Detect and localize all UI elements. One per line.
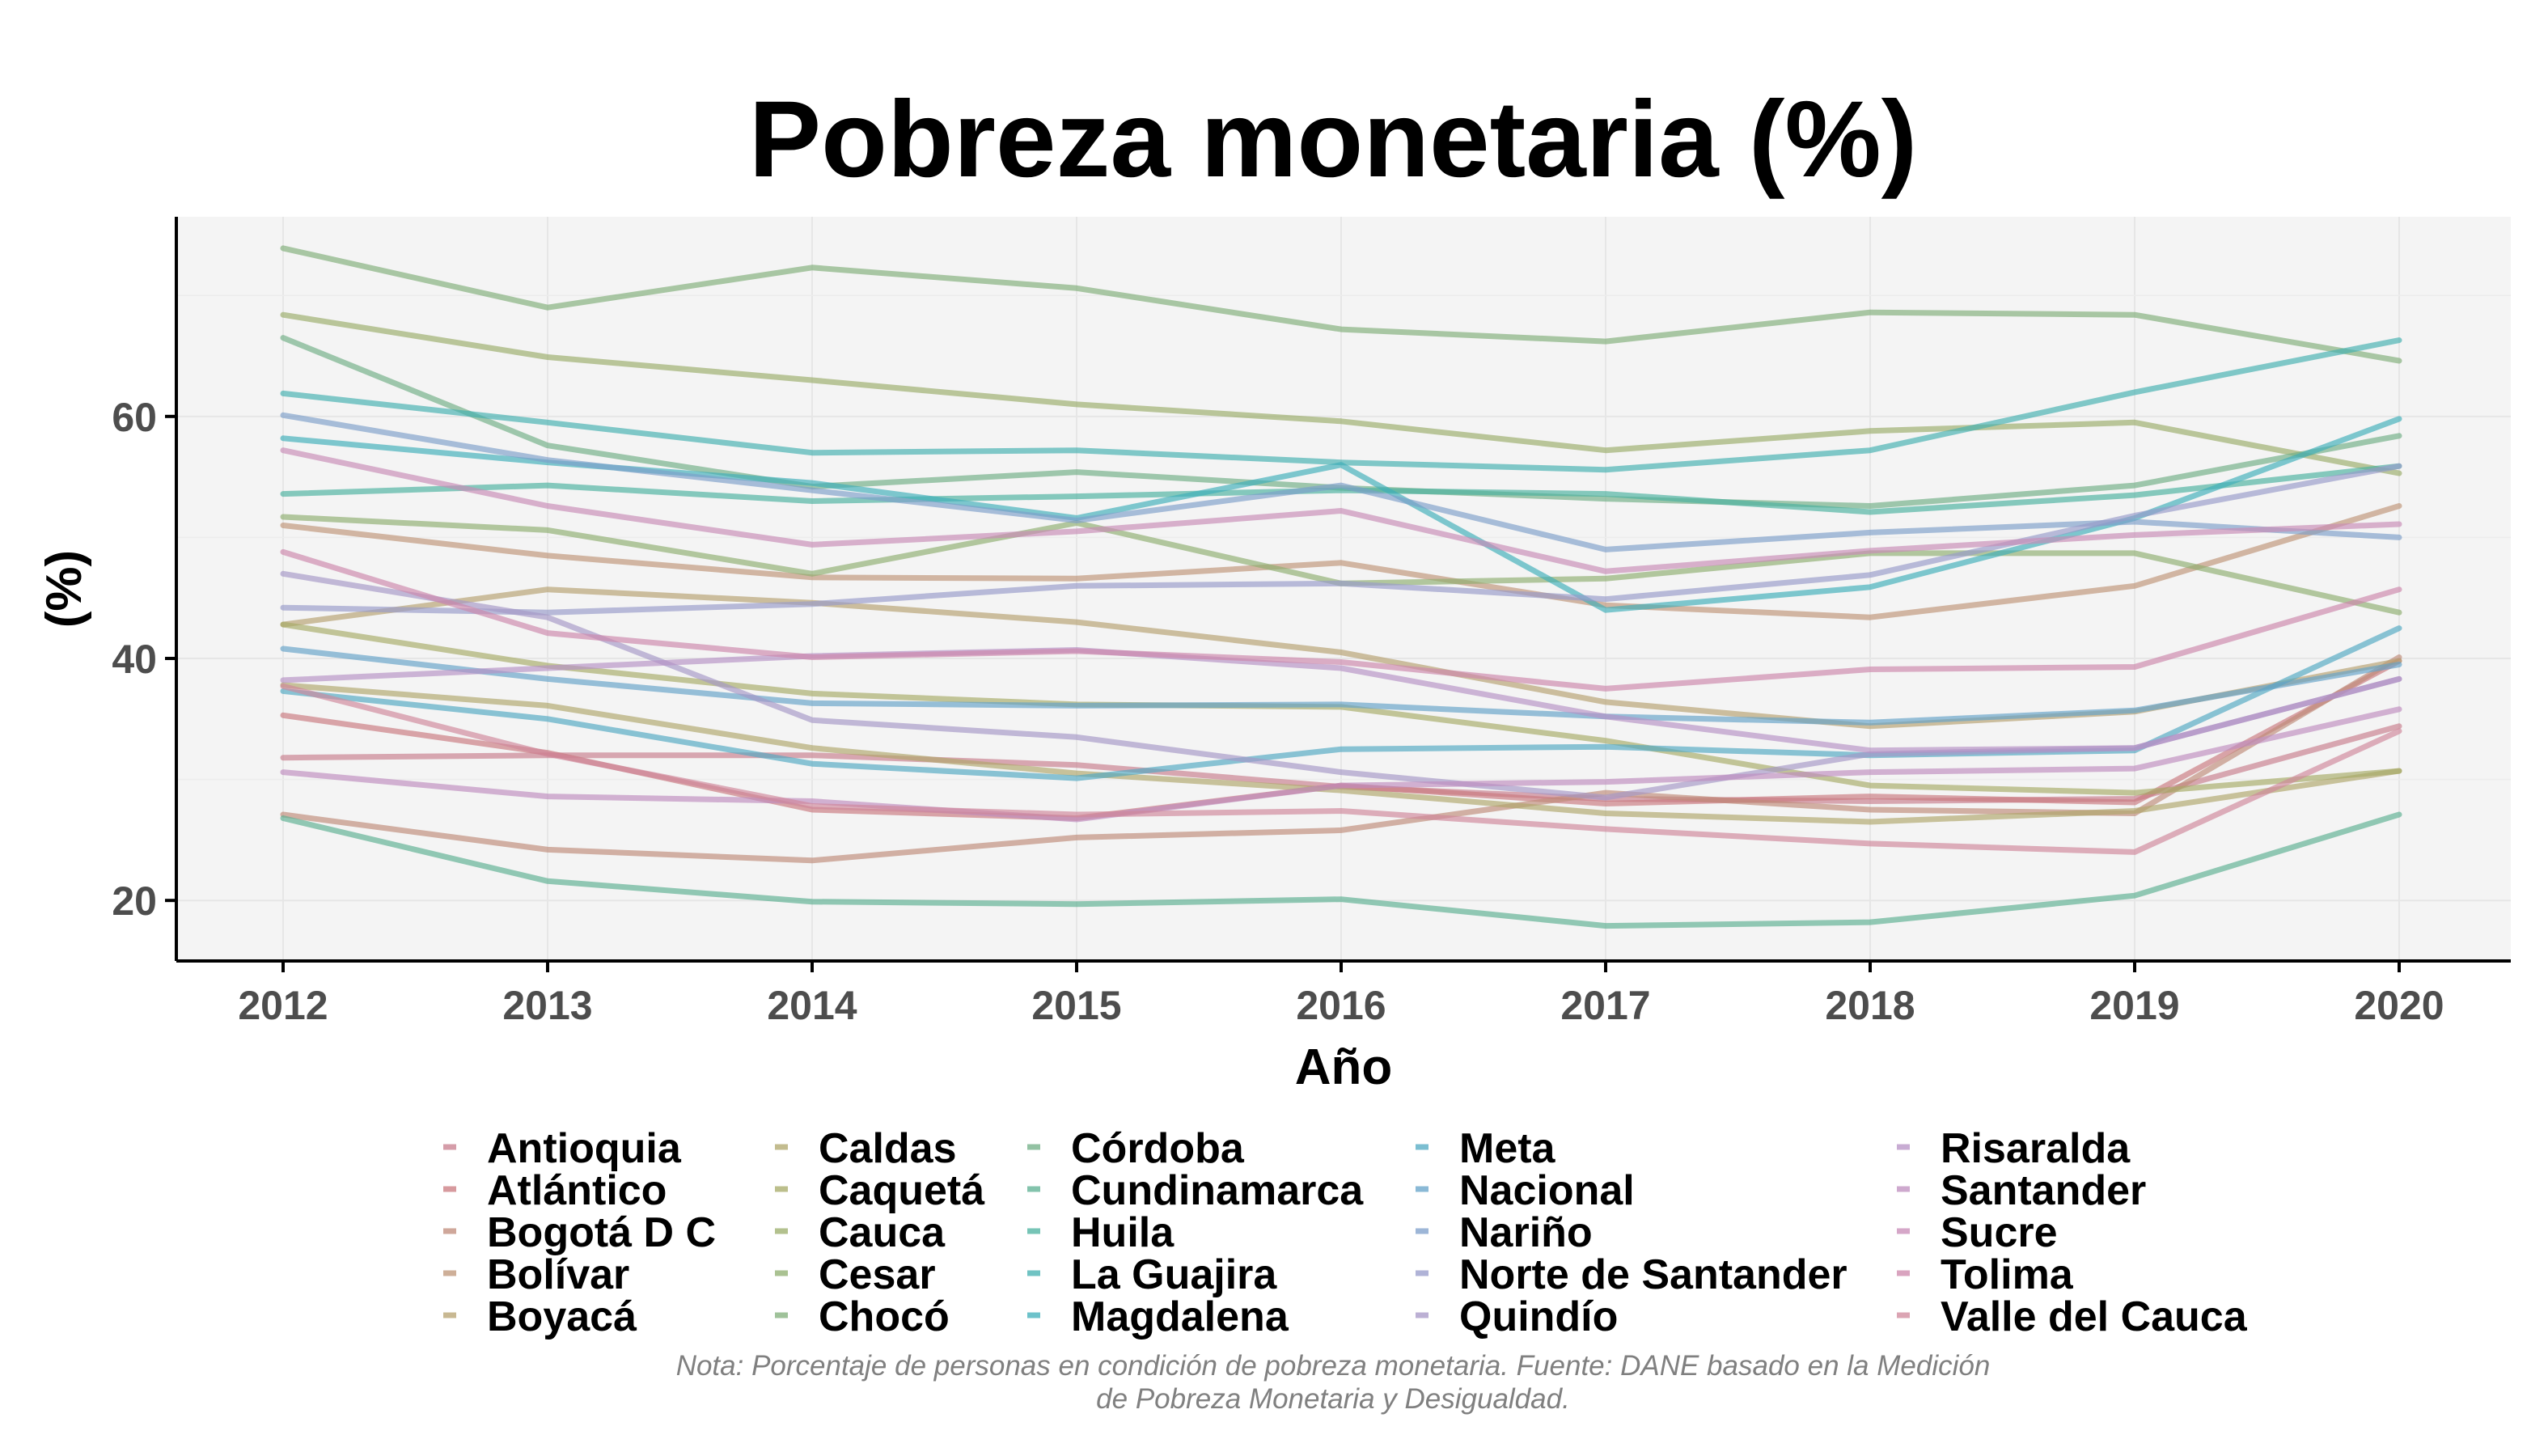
series-line-huila [280, 463, 2402, 515]
footnote-line-1: Nota: Porcentaje de personas en condició… [676, 1350, 1991, 1382]
axis-ticks: 2012 2013 2014 2015 2016 2017 2018 2019 20202040… [112, 395, 2444, 1028]
y-tick-label: 40 [112, 637, 157, 682]
footnote-line-2: de Pobreza Monetaria y Desigualdad. [1096, 1383, 1570, 1415]
series-line-valle-del-cauca [280, 683, 2402, 855]
legend-label-narino: Nariño [1459, 1209, 1593, 1256]
legend-label-nacional: Nacional [1459, 1167, 1635, 1214]
legend-label-caldas: Caldas [819, 1125, 957, 1172]
legend-label-huila: Huila [1071, 1209, 1175, 1256]
legend-label-antioquia: Antioquia [487, 1125, 682, 1172]
series-line-cauca [280, 311, 2402, 476]
legend-label-caqueta: Caquetá [819, 1167, 985, 1214]
x-tick-label: 2018 [1825, 983, 1915, 1028]
legend-label-sucre: Sucre [1941, 1209, 2058, 1256]
x-tick-label: 2019 [2089, 983, 2179, 1028]
legend-label-cundinamarca: Cundinamarca [1071, 1167, 1364, 1214]
legend-label-magdalena: Magdalena [1071, 1293, 1289, 1340]
legend-label-risaralda: Risaralda [1941, 1125, 2131, 1172]
legend-label-bogota-d-c: Bogotá D C [487, 1209, 716, 1256]
x-tick-label: 2015 [1031, 983, 1121, 1028]
legend-label-choco: Chocó [819, 1293, 950, 1340]
x-tick-label: 2020 [2354, 983, 2444, 1028]
legend-label-bolivar: Bolívar [487, 1251, 629, 1298]
legend-label-cesar: Cesar [819, 1251, 936, 1298]
series-line-norte-de-santander [280, 463, 2402, 616]
x-tick-label: 2017 [1560, 983, 1650, 1028]
legend-label-cordoba: Córdoba [1071, 1125, 1245, 1172]
legend-label-boyaca: Boyacá [487, 1293, 637, 1340]
y-axis-title: (%) [36, 550, 92, 628]
legend-label-tolima: Tolima [1941, 1251, 2074, 1298]
x-tick-label: 2016 [1296, 983, 1386, 1028]
y-tick-label: 60 [112, 395, 157, 440]
series-line-choco [280, 245, 2402, 364]
legend-label-cauca: Cauca [819, 1209, 946, 1256]
legend-label-atlantico: Atlántico [487, 1167, 667, 1214]
x-axis-title: Año [1295, 1039, 1393, 1095]
series-line-bolivar [280, 503, 2402, 620]
x-tick-label: 2013 [502, 983, 592, 1028]
legend-label-norte-de-santander: Norte de Santander [1459, 1251, 1848, 1298]
series-line-sucre [280, 447, 2402, 574]
y-tick-label: 20 [112, 878, 157, 924]
series-line-tolima [280, 548, 2402, 692]
chart-title: Pobreza monetaria (%) [749, 79, 1918, 200]
series-line-risaralda [280, 647, 2402, 754]
legend-label-quindio: Quindío [1459, 1293, 1618, 1340]
legend-label-santander: Santander [1941, 1167, 2146, 1214]
legend-label-meta: Meta [1459, 1125, 1556, 1172]
legend-label-valle-del-cauca: Valle del Cauca [1941, 1293, 2248, 1340]
series-line-narino [280, 412, 2402, 552]
x-tick-label: 2014 [767, 983, 857, 1028]
legend-label-la-guajira: La Guajira [1071, 1251, 1277, 1298]
series-lines [280, 245, 2402, 929]
series-line-nacional [280, 645, 2402, 726]
series-line-cundinamarca [280, 811, 2402, 929]
series-line-santander [280, 706, 2402, 823]
series-line-caldas [280, 682, 2402, 825]
x-tick-label: 2012 [238, 983, 328, 1028]
